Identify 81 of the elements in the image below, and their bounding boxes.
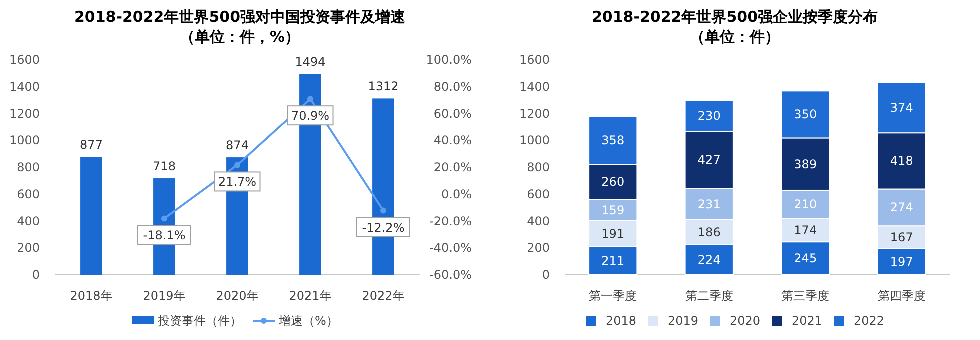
data-label: -12.2% — [362, 220, 405, 235]
data-label: 389 — [794, 157, 818, 172]
data-label: 191 — [602, 226, 625, 241]
y-tick-label: 200 — [17, 241, 40, 256]
chart-subtitle: （单位：件） — [690, 28, 780, 46]
y-tick-label: 1600 — [9, 53, 40, 67]
data-label: 877 — [80, 138, 103, 152]
y-tick-label: 1400 — [9, 80, 40, 94]
x-tick-label: 第一季度 — [589, 289, 638, 303]
data-label: 197 — [890, 254, 914, 269]
legend-label: 2019 — [668, 314, 699, 328]
point — [162, 216, 168, 222]
y-tick-label: 0 — [542, 268, 550, 282]
y-tick-label: 800 — [527, 160, 550, 174]
data-label: 21.7% — [218, 175, 257, 190]
bar — [80, 157, 102, 275]
y2-tick-label: 80.0% — [434, 80, 472, 94]
data-label: 718 — [153, 160, 176, 174]
x-tick-label: 2021年 — [289, 289, 332, 303]
chart-subtitle: （单位：件，%） — [180, 28, 300, 46]
legend-label: 2020 — [730, 314, 761, 328]
y-tick-label: 1600 — [519, 53, 550, 67]
x-tick-label: 2022年 — [362, 289, 405, 303]
y2-tick-label: 100.0% — [426, 53, 472, 67]
data-label: 186 — [698, 225, 721, 240]
x-tick-label: 第四季度 — [878, 289, 926, 303]
data-label: 230 — [698, 109, 721, 124]
data-label: 418 — [890, 154, 914, 168]
data-label: 350 — [794, 108, 818, 122]
y-tick-label: 600 — [527, 187, 550, 202]
point — [234, 162, 240, 168]
point — [380, 208, 386, 214]
chart-title: 2018-2022年世界500强对中国投资事件及增速 — [74, 8, 407, 26]
chart-title: 2018-2022年世界500强企业按季度分布 — [592, 8, 878, 26]
x-tick-label: 2019年 — [143, 289, 186, 303]
y2-tick-label: -40.0% — [430, 241, 472, 256]
data-label: 210 — [794, 198, 818, 212]
data-label: 274 — [890, 200, 914, 215]
y2-tick-label: 60.0% — [434, 106, 472, 121]
y-tick-label: 1400 — [519, 80, 550, 94]
data-label: 231 — [698, 197, 721, 212]
y2-tick-label: 20.0% — [434, 160, 472, 174]
x-tick-label: 2018年 — [70, 289, 113, 303]
legend-label: 投资事件（件） — [157, 314, 242, 328]
data-label: 358 — [602, 134, 625, 148]
data-label: 874 — [226, 138, 249, 153]
x-tick-label: 2020年 — [216, 289, 259, 303]
y-tick-label: 200 — [527, 241, 550, 256]
legend-label: 2022 — [854, 314, 885, 328]
y-tick-label: 0 — [32, 268, 40, 282]
legend-label: 2018 — [606, 314, 637, 328]
y2-tick-label: -60.0% — [430, 268, 472, 282]
y-tick-label: 400 — [527, 214, 550, 228]
y-tick-label: 1200 — [9, 106, 40, 121]
y-tick-label: 800 — [17, 160, 40, 174]
data-label: 70.9% — [291, 109, 330, 124]
data-label: 167 — [890, 230, 914, 244]
data-label: 374 — [890, 100, 914, 115]
y-tick-label: 1000 — [519, 134, 550, 148]
x-tick-label: 第三季度 — [782, 289, 830, 303]
data-label: 174 — [794, 223, 818, 238]
data-label: 245 — [794, 252, 818, 266]
data-label: 159 — [602, 203, 625, 218]
y-tick-label: 1000 — [9, 134, 40, 148]
data-label: 224 — [698, 252, 721, 267]
data-label: -18.1% — [143, 228, 186, 243]
legend-label: 2021 — [792, 314, 823, 328]
data-label: 260 — [602, 175, 625, 190]
y2-tick-label: 0.0% — [442, 187, 472, 202]
data-label: 1494 — [295, 55, 326, 70]
y2-tick-label: 40.0% — [434, 134, 472, 148]
y-tick-label: 1200 — [519, 106, 550, 121]
y-tick-label: 400 — [17, 214, 40, 228]
legend-label: 增速（%） — [278, 314, 338, 328]
y2-tick-label: -20.0% — [430, 214, 472, 228]
x-tick-label: 第二季度 — [685, 289, 734, 303]
data-label: 211 — [602, 254, 625, 268]
y-tick-label: 600 — [17, 187, 40, 202]
data-label: 1312 — [368, 80, 399, 94]
data-label: 427 — [698, 153, 721, 168]
point — [308, 96, 314, 102]
